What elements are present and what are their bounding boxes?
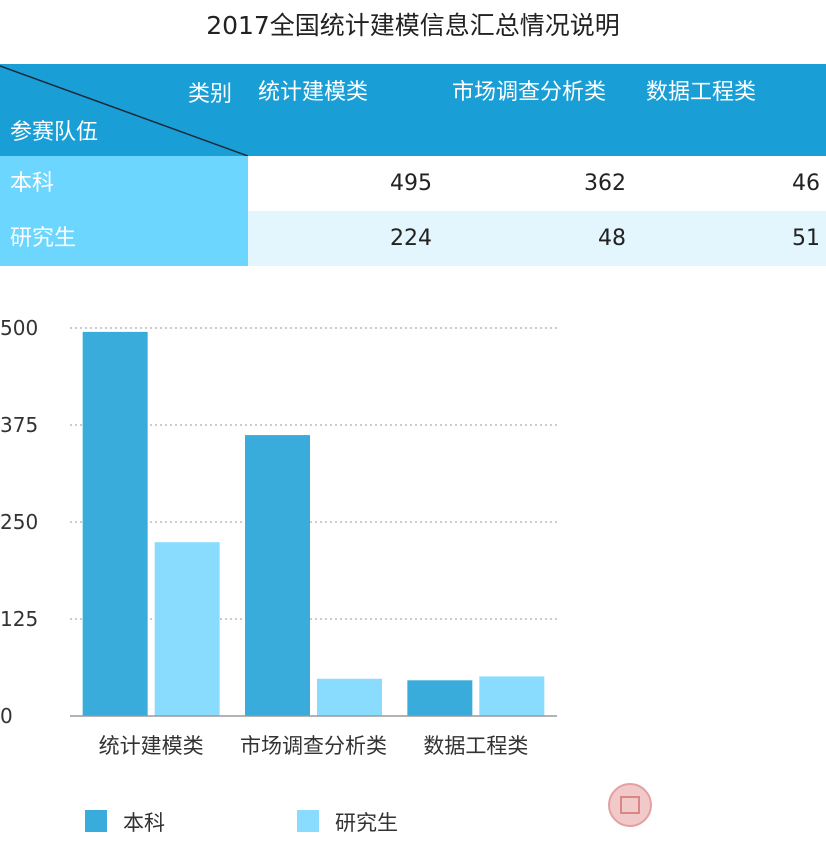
- cell-graduate-market-research: 48: [598, 226, 626, 251]
- y-tick-label-2: 250: [0, 510, 38, 534]
- y-tick-label-1: 125: [0, 607, 38, 631]
- corner-category-label: 类别: [187, 82, 232, 107]
- y-tick-label-0: 0: [0, 704, 13, 728]
- column-header-stat-modeling: 统计建模类: [258, 80, 369, 105]
- legend-label-1: 研究生: [335, 811, 398, 835]
- bar-0-0: [82, 331, 148, 716]
- y-tick-label-4: 500: [0, 316, 38, 340]
- page-title: 2017全国统计建模信息汇总情况说明: [206, 11, 620, 40]
- cell-undergrad-market-research: 362: [584, 171, 626, 196]
- table-corner-cell: 类别 参赛队伍: [0, 64, 248, 156]
- bar-2-0: [407, 680, 473, 716]
- seal-stamp-icon: [608, 783, 652, 827]
- cell-graduate-data-engineering: 51: [792, 226, 820, 251]
- y-tick-label-3: 375: [0, 413, 38, 437]
- cell-graduate-stat-modeling: 224: [390, 226, 432, 251]
- table-row-graduate: 224 48 51: [248, 211, 826, 266]
- cell-undergrad-stat-modeling: 495: [390, 171, 432, 196]
- bar-1-0: [245, 435, 310, 716]
- row-label-undergrad: 本科: [0, 156, 248, 211]
- corner-team-label: 参赛队伍: [10, 120, 99, 145]
- corner-diagonal: [0, 65, 248, 156]
- bar-0-1: [154, 542, 220, 716]
- legend-label-0: 本科: [123, 811, 165, 835]
- bar-2-1: [479, 676, 545, 716]
- bar-1-1: [317, 678, 382, 716]
- column-header-data-engineering: 数据工程类: [646, 80, 757, 105]
- legend-swatch-1: [297, 810, 319, 832]
- column-header-market-research: 市场调查分析类: [452, 80, 607, 105]
- table-row-undergrad: 495 362 46: [248, 156, 826, 211]
- x-tick-label-0: 统计建模类: [99, 734, 204, 758]
- summary-table: 类别 参赛队伍 统计建模类 市场调查分析类 数据工程类 本科 495 362 4…: [0, 64, 826, 266]
- table-header: 类别 参赛队伍 统计建模类 市场调查分析类 数据工程类: [0, 64, 826, 156]
- legend-swatch-0: [85, 810, 107, 832]
- row-label-graduate: 研究生: [0, 211, 248, 266]
- x-tick-label-2: 数据工程类: [423, 734, 528, 758]
- cell-undergrad-data-engineering: 46: [792, 171, 820, 196]
- x-tick-label-1: 市场调查分析类: [240, 734, 387, 758]
- bar-chart: 0 125 250 375 500 统计建模类 市场调查分析类 数据工程类本科 研究生: [0, 290, 826, 842]
